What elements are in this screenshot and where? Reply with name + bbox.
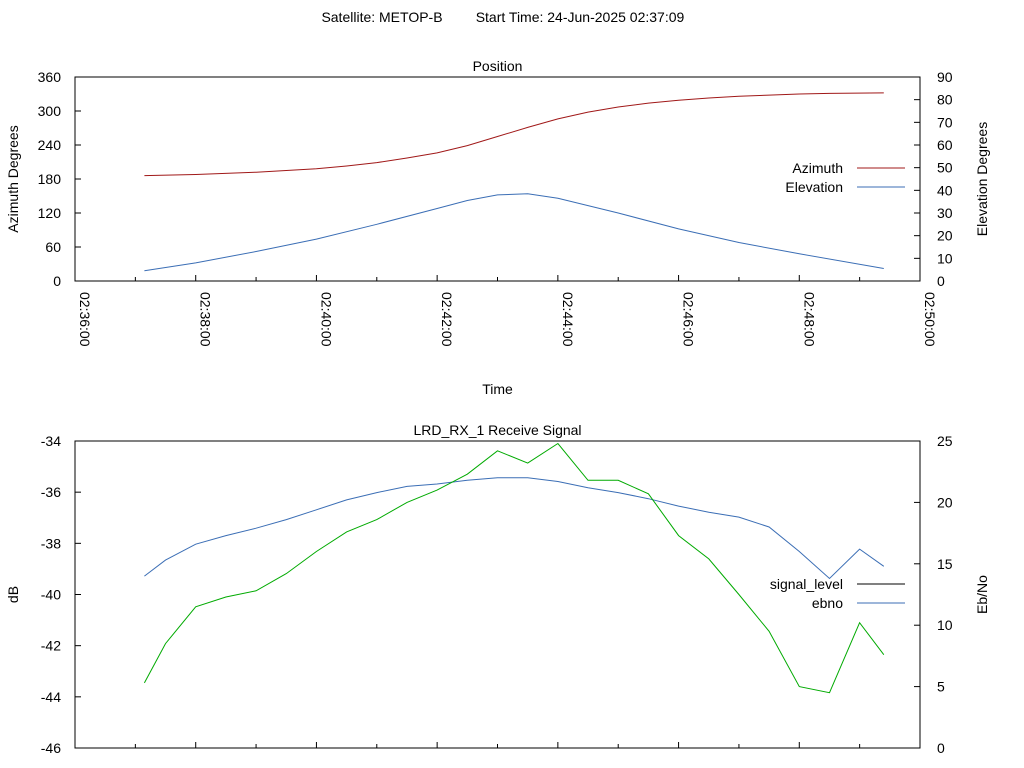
legend-label: ebno: [812, 595, 843, 611]
y2-axis-label: Eb/No: [974, 575, 990, 614]
legend-label: Azimuth: [792, 160, 843, 176]
x-tick-label: 02:38:00: [198, 292, 214, 347]
y-tick-label: -34: [41, 433, 61, 449]
y-tick-label: 120: [38, 205, 62, 221]
y-axis-label: dB: [5, 586, 21, 603]
y-tick-label: 60: [45, 239, 61, 255]
y2-tick-label: 70: [937, 114, 953, 130]
y-tick-label: -36: [41, 484, 61, 500]
y2-tick-label: 30: [937, 205, 953, 221]
y-tick-label: 360: [38, 69, 62, 85]
y-tick-label: -40: [41, 587, 61, 603]
y2-tick-label: 60: [937, 137, 953, 153]
y2-tick-label: 10: [937, 250, 953, 266]
x-tick-label: 02:44:00: [560, 292, 576, 347]
y2-tick-label: 20: [937, 494, 953, 510]
receive-signal-chart: LRD_RX_1 Receive Signal -46 -44 -42 -40 -38 -3…: [5, 422, 990, 756]
x-tick-label: 02:40:00: [318, 292, 334, 347]
y2-tick-label: 40: [937, 182, 953, 198]
start-time-label: Start Time: 24-Jun-2025 02:37:09: [476, 9, 685, 25]
y2-tick-label: 50: [937, 160, 953, 176]
y2-tick-label: 90: [937, 69, 953, 85]
y2-tick-label: 20: [937, 228, 953, 244]
y2-tick-label: 0: [937, 273, 945, 289]
plot-frame: [74, 440, 921, 749]
x-tick-label: 02:36:00: [77, 292, 93, 347]
y-axis-label: Azimuth Degrees: [5, 125, 21, 232]
chart-title: LRD_RX_1 Receive Signal: [413, 422, 581, 438]
y-tick-label: -38: [41, 535, 61, 551]
y2-tick-label: 15: [937, 556, 953, 572]
y2-tick-label: 5: [937, 679, 945, 695]
series-line-unnamed-2: [143, 442, 885, 694]
legend-label: signal_level: [770, 576, 843, 592]
y-tick-label: -46: [41, 740, 61, 756]
series-line-Azimuth: [144, 92, 884, 177]
y-tick-label: 300: [38, 103, 62, 119]
y-tick-label: 0: [53, 273, 61, 289]
y-tick-label: -44: [41, 689, 61, 705]
series-line-Elevation: [144, 193, 884, 272]
x-axis-label: Time: [482, 381, 513, 397]
y2-tick-label: 25: [937, 433, 953, 449]
satellite-label: Satellite: METOP-B: [321, 9, 442, 25]
x-tick-label: 02:48:00: [801, 292, 817, 347]
figure-header: Satellite: METOP-B Start Time: 24-Jun-20…: [321, 9, 684, 25]
legend-label: Elevation: [785, 179, 843, 195]
x-tick-label: 02:50:00: [922, 292, 938, 347]
position-chart: Position 0 60 120 180 240 300 360 0 10 20 30 40 50 60 7…: [5, 58, 990, 397]
y-tick-label: -42: [41, 638, 61, 654]
y2-tick-label: 10: [937, 617, 953, 633]
y2-axis-label: Elevation Degrees: [974, 122, 990, 236]
y2-tick-label: 0: [937, 740, 945, 756]
y-tick-label: 240: [38, 137, 62, 153]
y-tick-label: 180: [38, 171, 62, 187]
x-tick-label: 02:46:00: [681, 292, 697, 347]
chart-title: Position: [473, 58, 523, 74]
series-line-ebno: [144, 477, 885, 580]
x-tick-label: 02:42:00: [439, 292, 455, 347]
y2-tick-label: 80: [937, 92, 953, 108]
